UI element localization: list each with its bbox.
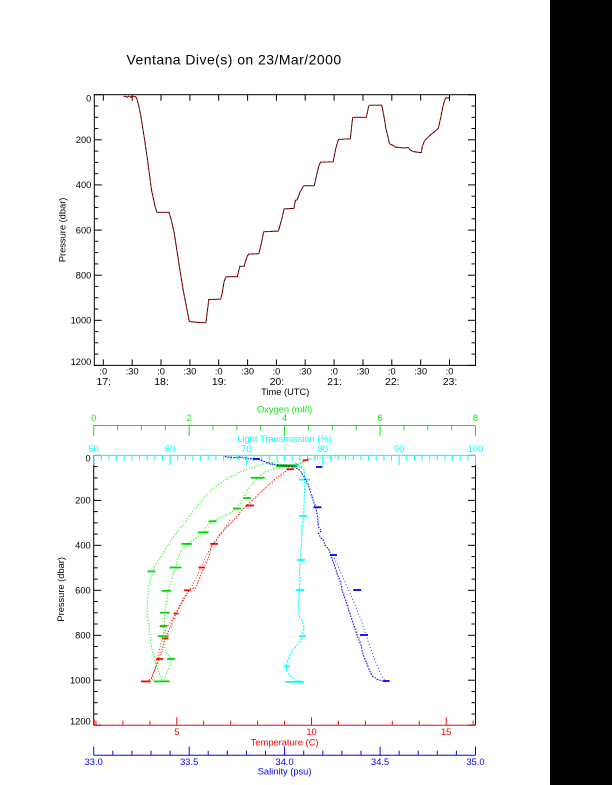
svg-text:Salinity (psu): Salinity (psu) xyxy=(258,766,312,776)
svg-text::0: :0 xyxy=(99,367,107,377)
svg-text:18:: 18: xyxy=(154,376,169,388)
svg-text:4: 4 xyxy=(282,413,287,423)
svg-text::0: :0 xyxy=(388,367,396,377)
svg-text:1000: 1000 xyxy=(70,676,91,686)
svg-text:100: 100 xyxy=(468,444,484,454)
svg-text:33.5: 33.5 xyxy=(180,757,198,767)
svg-text:19:: 19: xyxy=(212,376,227,388)
svg-text:0: 0 xyxy=(86,94,91,104)
svg-text:50: 50 xyxy=(89,444,99,454)
svg-text::30: :30 xyxy=(183,367,196,377)
svg-text:1000: 1000 xyxy=(71,316,92,326)
svg-text::0: :0 xyxy=(273,367,281,377)
svg-text:8: 8 xyxy=(473,413,478,423)
svg-text:Light Transmission (%): Light Transmission (%) xyxy=(237,434,332,444)
svg-text:600: 600 xyxy=(76,225,92,235)
svg-text::0: :0 xyxy=(215,367,223,377)
svg-text:15: 15 xyxy=(441,727,451,737)
svg-text:33.0: 33.0 xyxy=(85,757,103,767)
svg-text:400: 400 xyxy=(75,541,91,551)
svg-text:60: 60 xyxy=(165,444,175,454)
svg-text:21:: 21: xyxy=(327,376,342,388)
svg-text:80: 80 xyxy=(318,444,328,454)
svg-text::0: :0 xyxy=(446,367,454,377)
svg-text:Oxygen (ml/l): Oxygen (ml/l) xyxy=(257,404,312,414)
svg-text::0: :0 xyxy=(330,367,338,377)
svg-text:1200: 1200 xyxy=(71,357,92,367)
svg-text:10: 10 xyxy=(306,727,316,737)
svg-text:17:: 17: xyxy=(96,376,111,388)
svg-text::30: :30 xyxy=(357,367,370,377)
svg-text:20:: 20: xyxy=(270,376,285,388)
svg-text:34.5: 34.5 xyxy=(371,757,389,767)
svg-text::30: :30 xyxy=(126,367,139,377)
svg-text:Pressure (dbar): Pressure (dbar) xyxy=(56,557,66,622)
svg-text:800: 800 xyxy=(75,631,91,641)
svg-text:34.0: 34.0 xyxy=(276,757,294,767)
svg-text:35.0: 35.0 xyxy=(466,757,484,767)
svg-text:Ventana Dive(s) on 23/Mar/2000: Ventana Dive(s) on 23/Mar/2000 xyxy=(127,52,342,68)
svg-text:800: 800 xyxy=(76,271,92,281)
svg-text:600: 600 xyxy=(75,586,91,596)
svg-text::30: :30 xyxy=(414,367,427,377)
svg-text:5: 5 xyxy=(174,727,179,737)
svg-text:70: 70 xyxy=(241,444,251,454)
svg-text:Pressure (dbar): Pressure (dbar) xyxy=(58,198,68,263)
svg-text:200: 200 xyxy=(75,496,91,506)
svg-text:0: 0 xyxy=(91,413,96,423)
svg-text:90: 90 xyxy=(394,444,404,454)
svg-text:22:: 22: xyxy=(385,376,400,388)
svg-text::30: :30 xyxy=(299,367,312,377)
svg-text:1200: 1200 xyxy=(70,717,91,727)
svg-text::0: :0 xyxy=(157,367,165,377)
svg-text:2: 2 xyxy=(187,413,192,423)
svg-text:6: 6 xyxy=(378,413,383,423)
svg-text::30: :30 xyxy=(241,367,254,377)
svg-text:23:: 23: xyxy=(443,376,458,388)
svg-text:400: 400 xyxy=(76,180,92,190)
svg-text:Time (UTC): Time (UTC) xyxy=(261,387,309,397)
svg-text:200: 200 xyxy=(76,135,92,145)
svg-text:0: 0 xyxy=(86,453,91,463)
svg-text:Temperature (C): Temperature (C) xyxy=(251,737,319,747)
